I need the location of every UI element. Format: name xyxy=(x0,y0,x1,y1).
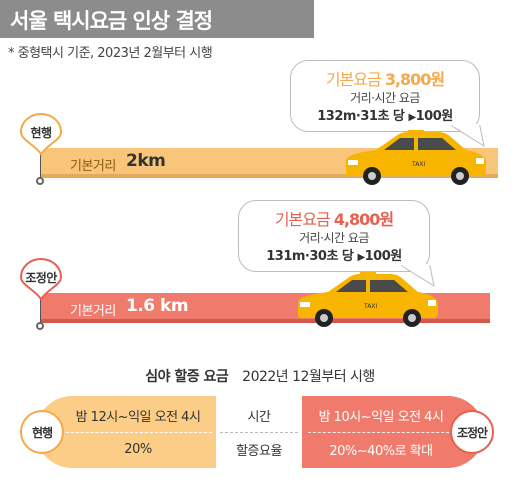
adjusted-rate-text: 131m·30초 당 xyxy=(266,249,354,264)
adjusted-distance-label: 기본거리 xyxy=(70,304,116,319)
current-fare-bubble xyxy=(290,60,480,132)
current-rate-text: 132m·31초 당 xyxy=(317,109,405,124)
arrow-right-icon: ▶ xyxy=(408,112,416,123)
adjusted-pin-label: 조정안 xyxy=(25,271,57,285)
current-rate-label: 거리·시간 요금 xyxy=(350,91,420,105)
current-fare-value: 3,800원 xyxy=(384,70,445,89)
night-section-title: 심야 할증 요금 2022년 12월부터 시행 xyxy=(0,366,520,386)
adjusted-pin-dot xyxy=(36,322,44,330)
night-adjusted-rate: 20%~40%로 확대 xyxy=(329,443,433,459)
page-title: 서울 택시요금 인상 결정 xyxy=(10,9,213,33)
current-distance-label: 기본거리 xyxy=(70,159,116,174)
taxi-adjusted-icon: TAXI xyxy=(298,272,438,327)
adjusted-fare-text: 기본요금 4,800원 xyxy=(238,206,430,230)
current-rate-line: 132m·31초 당 ▶100원 xyxy=(290,105,480,124)
adjusted-fare-bubble xyxy=(238,200,430,272)
adjusted-rate-label: 거리·시간 요금 xyxy=(299,231,369,245)
adjusted-distance-value: 1.6 km xyxy=(126,296,189,316)
night-row-label-time: 시간 xyxy=(247,409,271,425)
night-current-pin: 현행 xyxy=(20,410,64,454)
adjusted-rate-line: 131m·30초 당 ▶100원 xyxy=(238,245,430,264)
current-fare-label: 기본요금 xyxy=(325,70,382,89)
adjusted-pin-marker xyxy=(19,258,63,301)
current-pin-dot xyxy=(36,177,44,185)
adjusted-rate-value: 100원 xyxy=(364,249,403,264)
night-row-label-rate: 할증요율 xyxy=(236,443,282,459)
title-bar xyxy=(0,0,314,38)
night-adjusted-time: 밤 10시~익일 오전 4시 xyxy=(318,409,444,425)
current-pin-label: 현행 xyxy=(30,126,52,140)
taxi-adjusted-label: TAXI xyxy=(363,303,377,310)
night-subtitle: 2022년 12월부터 시행 xyxy=(242,369,375,385)
footnote: * 중형택시 기준, 2023년 2월부터 시행 xyxy=(8,46,213,61)
adjusted-fare-value: 4,800원 xyxy=(333,210,394,229)
taxi-current-icon: TAXI xyxy=(346,130,486,185)
current-pin-marker xyxy=(19,113,63,156)
adjusted-pin-line xyxy=(40,295,41,323)
night-current-divider xyxy=(66,432,212,433)
current-distance-bar-edge xyxy=(40,174,498,178)
arrow-right-icon: ▶ xyxy=(357,252,365,263)
adjusted-distance-bar-edge xyxy=(40,319,490,323)
current-rate-value: 100원 xyxy=(415,109,454,124)
night-title: 심야 할증 요금 xyxy=(145,369,229,385)
adjusted-fare-label: 기본요금 xyxy=(274,210,331,229)
current-bubble-tail xyxy=(450,124,485,148)
night-adjusted-divider xyxy=(308,432,454,433)
current-distance-value: 2km xyxy=(126,151,166,171)
night-center-divider xyxy=(220,432,298,433)
night-current-rate: 20% xyxy=(124,441,152,457)
adjusted-bubble-tail xyxy=(400,264,435,288)
taxi-current-label: TAXI xyxy=(411,161,425,168)
night-adjusted-pin: 조정안 xyxy=(450,410,494,454)
night-current-time: 밤 12시~익일 오전 4시 xyxy=(75,409,201,425)
current-pin-line xyxy=(40,150,41,178)
current-fare-text: 기본요금 3,800원 xyxy=(290,66,480,90)
